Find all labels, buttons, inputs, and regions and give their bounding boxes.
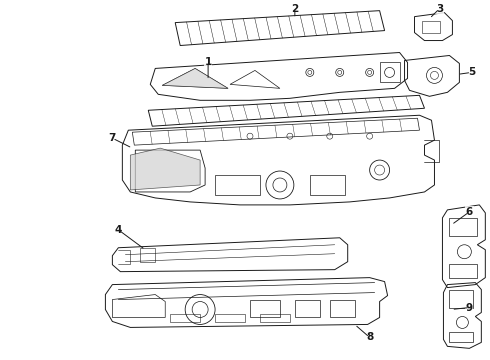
Bar [422,21,441,32]
Bar [310,175,345,195]
Text: 1: 1 [204,58,212,67]
Text: 5: 5 [468,67,475,77]
Polygon shape [162,68,228,88]
Bar [449,332,473,342]
Text: 2: 2 [291,4,298,14]
Text: 6: 6 [466,207,473,217]
Bar [449,218,477,236]
Bar [380,62,399,82]
Bar [330,300,355,318]
Bar [215,175,260,195]
Bar [449,289,473,307]
Text: 9: 9 [466,302,473,312]
Bar [295,300,320,318]
Bar [260,315,290,323]
Bar [449,264,477,278]
Text: 8: 8 [366,332,373,342]
Text: 7: 7 [109,133,116,143]
Bar [140,248,155,262]
Bar [215,315,245,323]
Polygon shape [130,148,200,190]
Text: 4: 4 [115,225,122,235]
Bar [170,315,200,323]
Bar [250,300,280,318]
Text: 3: 3 [436,4,443,14]
